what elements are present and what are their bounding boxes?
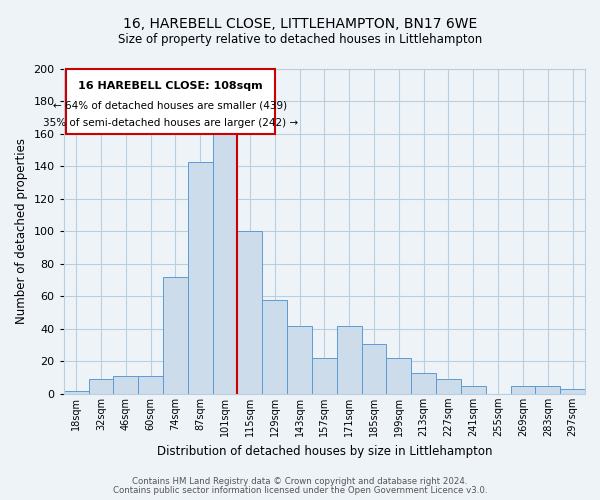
- Bar: [212, 121, 238, 394]
- Text: Size of property relative to detached houses in Littlehampton: Size of property relative to detached ho…: [118, 32, 482, 46]
- Bar: [386, 358, 411, 394]
- Bar: [511, 386, 535, 394]
- Bar: [287, 326, 312, 394]
- Bar: [436, 380, 461, 394]
- Text: 35% of semi-detached houses are larger (242) →: 35% of semi-detached houses are larger (…: [43, 118, 298, 128]
- Bar: [89, 380, 113, 394]
- Bar: [113, 376, 138, 394]
- Bar: [64, 390, 89, 394]
- Text: Contains public sector information licensed under the Open Government Licence v3: Contains public sector information licen…: [113, 486, 487, 495]
- Text: 16, HAREBELL CLOSE, LITTLEHAMPTON, BN17 6WE: 16, HAREBELL CLOSE, LITTLEHAMPTON, BN17 …: [123, 18, 477, 32]
- Bar: [238, 232, 262, 394]
- Bar: [138, 376, 163, 394]
- Text: ← 64% of detached houses are smaller (439): ← 64% of detached houses are smaller (43…: [53, 100, 287, 110]
- Bar: [535, 386, 560, 394]
- Bar: [337, 326, 362, 394]
- X-axis label: Distribution of detached houses by size in Littlehampton: Distribution of detached houses by size …: [157, 444, 492, 458]
- FancyBboxPatch shape: [66, 69, 275, 134]
- Bar: [362, 344, 386, 394]
- Bar: [262, 300, 287, 394]
- Bar: [411, 373, 436, 394]
- Bar: [312, 358, 337, 394]
- Bar: [560, 389, 585, 394]
- Bar: [163, 277, 188, 394]
- Text: Contains HM Land Registry data © Crown copyright and database right 2024.: Contains HM Land Registry data © Crown c…: [132, 477, 468, 486]
- Text: 16 HAREBELL CLOSE: 108sqm: 16 HAREBELL CLOSE: 108sqm: [78, 80, 263, 90]
- Bar: [461, 386, 486, 394]
- Y-axis label: Number of detached properties: Number of detached properties: [15, 138, 28, 324]
- Bar: [188, 162, 212, 394]
